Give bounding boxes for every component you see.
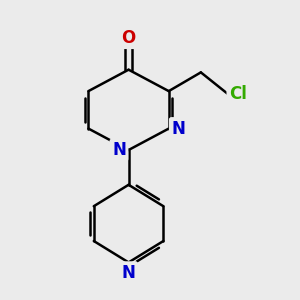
Text: O: O xyxy=(122,28,136,46)
Text: Cl: Cl xyxy=(229,85,247,103)
Text: N: N xyxy=(171,120,185,138)
Text: N: N xyxy=(112,141,126,159)
Text: N: N xyxy=(122,264,136,282)
